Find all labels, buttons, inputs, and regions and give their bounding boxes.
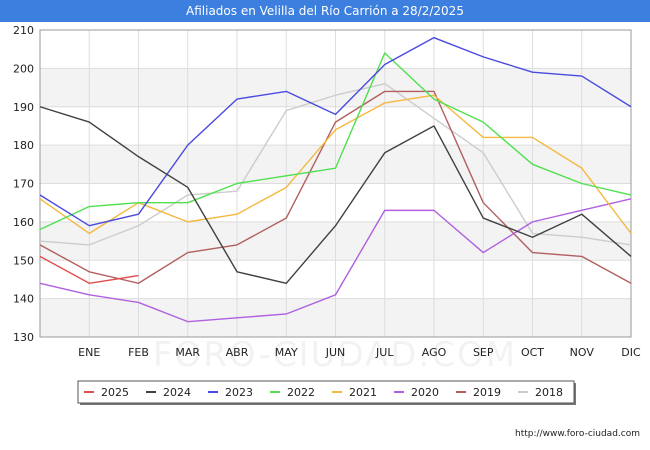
legend-label-2024: 2024 [163,386,191,399]
x-tick-label: DIC [621,346,641,359]
x-tick-label: AGO [422,346,447,359]
x-tick-label: JUL [375,346,394,359]
x-tick-label: MAR [175,346,200,359]
y-tick-label: 140 [13,293,34,306]
series-line-2025 [39,255,139,284]
x-tick-label: MAY [275,346,298,359]
gridlines [40,29,632,338]
legend-label-2025: 2025 [101,386,129,399]
y-tick-label: 210 [13,24,34,37]
series-line-2020 [39,198,632,323]
source-url: http://www.foro-ciudad.com [515,429,640,439]
chart-title: Afiliados en Velilla del Río Carrión a 2… [0,0,650,22]
series-lines [39,36,632,323]
y-tick-label: 200 [13,62,34,75]
y-tick-label: 170 [13,178,34,191]
series-line-2018 [39,83,632,246]
x-tick-label: SEP [473,346,494,359]
x-tick-label: ENE [78,346,100,359]
series-line-2022 [39,52,632,231]
legend-label-2022: 2022 [287,386,315,399]
legend: 2025 2024 2023 2022 2021 2020 2019 2018 [77,380,576,405]
legend-label-2023: 2023 [225,386,253,399]
x-tick-label: ABR [226,346,249,359]
x-tick-label: FEB [128,346,149,359]
series-line-2023 [39,36,632,227]
legend-label-2021: 2021 [349,386,377,399]
legend-label-2020: 2020 [411,386,439,399]
x-tick-label: JUN [325,346,346,359]
y-tick-label: 180 [13,139,34,152]
y-tick-label: 130 [13,331,34,344]
legend-box [77,380,575,404]
x-tick-label: NOV [570,346,595,359]
series-line-2019 [39,90,632,284]
x-tick-label: OCT [521,346,544,359]
y-tick-label: 160 [13,216,34,229]
legend-label-2018: 2018 [535,386,563,399]
y-axis-ticks: 130 140 150 160 170 180 190 200 210 [13,24,34,344]
y-tick-label: 190 [13,101,34,114]
x-axis-ticks: ENE FEB MAR ABR MAY JUN JUL AGO SEP OCT NOV DIC [78,346,641,359]
watermark: FORO-CIUDAD.COM [153,335,517,375]
legend-label-2019: 2019 [473,386,501,399]
y-tick-label: 150 [13,254,34,267]
plot-frame [39,29,632,338]
series-line-2024 [39,106,632,284]
